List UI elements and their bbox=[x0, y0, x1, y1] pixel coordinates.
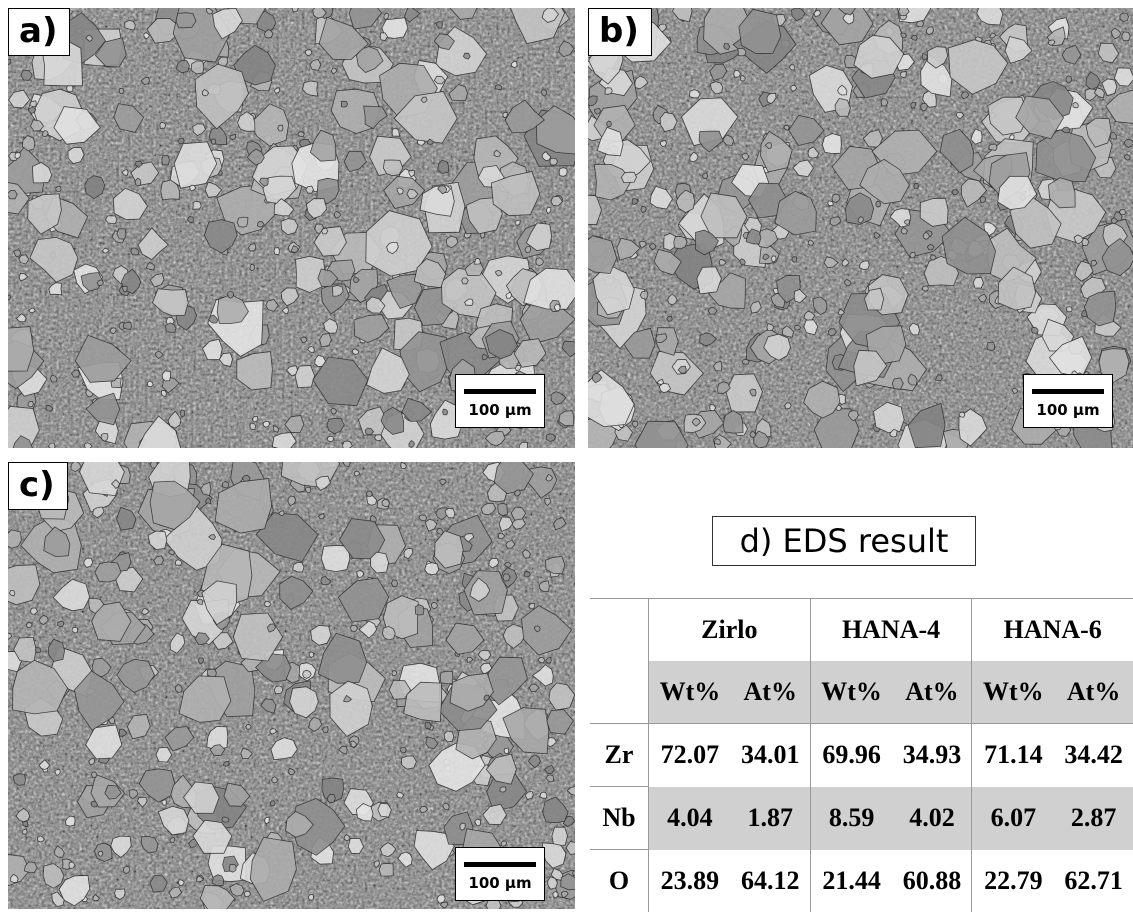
panel-label: c) bbox=[8, 462, 68, 510]
cell: 60.88 bbox=[893, 850, 972, 912]
cell: 2.87 bbox=[1054, 787, 1133, 850]
cell: 64.12 bbox=[731, 850, 810, 912]
cell: 22.79 bbox=[972, 850, 1054, 912]
subheader: Wt% bbox=[649, 661, 731, 724]
cell: 4.04 bbox=[649, 787, 731, 850]
scale-bar: 100 μm bbox=[455, 847, 545, 901]
scale-line bbox=[464, 862, 536, 867]
cell: 1.87 bbox=[731, 787, 810, 850]
scale-bar: 100 μm bbox=[455, 374, 545, 428]
cell: 4.02 bbox=[893, 787, 972, 850]
sem-image: b) 100 μm bbox=[588, 8, 1133, 448]
scale-text: 100 μm bbox=[456, 401, 544, 419]
subheader: At% bbox=[1054, 661, 1133, 724]
panel-label: b) bbox=[588, 8, 652, 56]
cell: 21.44 bbox=[810, 850, 892, 912]
cell: 72.07 bbox=[649, 724, 731, 787]
subheader: Wt% bbox=[810, 661, 892, 724]
cell: 34.93 bbox=[893, 724, 972, 787]
subheader: At% bbox=[731, 661, 810, 724]
texture bbox=[8, 462, 575, 909]
group-header: HANA-4 bbox=[810, 599, 972, 662]
page: a) 100 μm b) 100 μm c) 100 μm d) EDS result… bbox=[0, 0, 1133, 909]
panel-label: a) bbox=[8, 8, 70, 56]
corner-cell bbox=[590, 599, 649, 724]
scale-text: 100 μm bbox=[456, 874, 544, 892]
cell: 71.14 bbox=[972, 724, 1054, 787]
row-header: Zr bbox=[590, 724, 649, 787]
scale-text: 100 μm bbox=[1024, 401, 1112, 419]
cell: 34.42 bbox=[1054, 724, 1133, 787]
row-header: Nb bbox=[590, 787, 649, 850]
cell: 62.71 bbox=[1054, 850, 1133, 912]
scale-line bbox=[464, 389, 536, 394]
table-title: d) EDS result bbox=[712, 516, 976, 566]
cell: 8.59 bbox=[810, 787, 892, 850]
sem-image: c) 100 μm bbox=[8, 462, 575, 909]
subheader-row: Wt%At%Wt%At%Wt%At% bbox=[590, 661, 1133, 724]
cell: 34.01 bbox=[731, 724, 810, 787]
row-header: O bbox=[590, 850, 649, 912]
sem-image: a) 100 μm bbox=[8, 8, 575, 448]
cell: 69.96 bbox=[810, 724, 892, 787]
subheader: At% bbox=[893, 661, 972, 724]
scale-line bbox=[1032, 389, 1104, 394]
group-header: HANA-6 bbox=[972, 599, 1133, 662]
cell: 6.07 bbox=[972, 787, 1054, 850]
subheader: Wt% bbox=[972, 661, 1054, 724]
group-header: Zirlo bbox=[649, 599, 811, 662]
scale-bar: 100 μm bbox=[1023, 374, 1113, 428]
cell: 23.89 bbox=[649, 850, 731, 912]
